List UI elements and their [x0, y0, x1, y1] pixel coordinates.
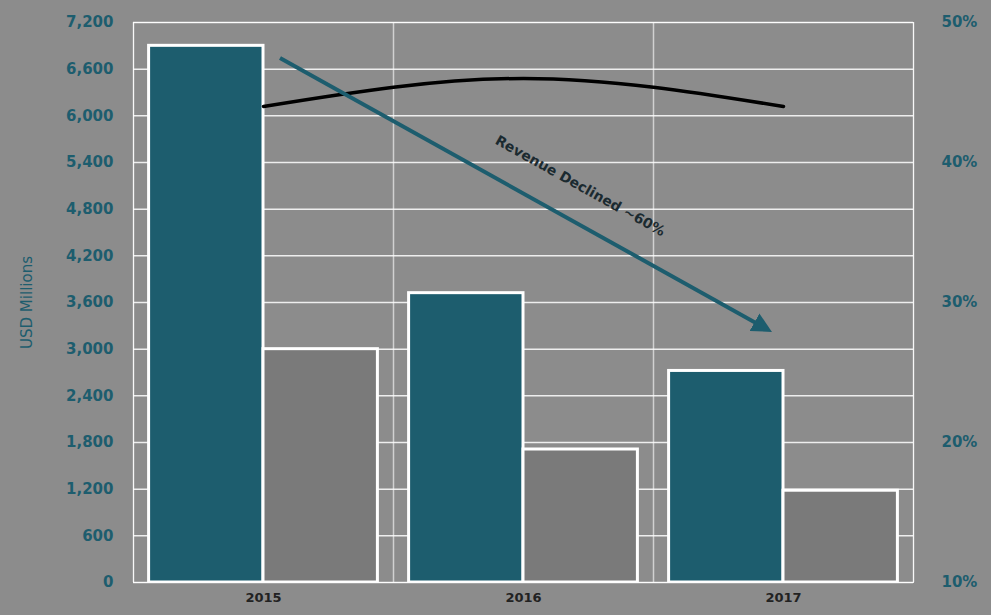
svg-text:3,000: 3,000: [66, 340, 113, 358]
svg-text:5,400: 5,400: [66, 153, 113, 171]
svg-text:2,400: 2,400: [66, 387, 113, 405]
svg-text:600: 600: [82, 527, 113, 545]
svg-text:4,800: 4,800: [66, 200, 113, 218]
svg-text:4,200: 4,200: [66, 247, 113, 265]
svg-text:Revenue Declined ~60%: Revenue Declined ~60%: [493, 132, 668, 239]
svg-text:1,200: 1,200: [66, 480, 113, 498]
svg-text:6,600: 6,600: [66, 60, 113, 78]
svg-text:10%: 10%: [942, 573, 978, 591]
svg-text:2016: 2016: [505, 590, 541, 605]
svg-text:2015: 2015: [245, 590, 281, 605]
svg-text:30%: 30%: [942, 293, 978, 311]
svg-text:50%: 50%: [942, 13, 978, 31]
svg-text:6,000: 6,000: [66, 107, 113, 125]
svg-text:USD Millions: USD Millions: [18, 256, 36, 349]
svg-text:20%: 20%: [942, 433, 978, 451]
svg-text:2017: 2017: [765, 590, 801, 605]
svg-text:3,600: 3,600: [66, 293, 113, 311]
svg-text:40%: 40%: [942, 153, 978, 171]
svg-text:7,200: 7,200: [66, 13, 113, 31]
svg-text:0: 0: [103, 573, 113, 591]
svg-text:1,800: 1,800: [66, 433, 113, 451]
